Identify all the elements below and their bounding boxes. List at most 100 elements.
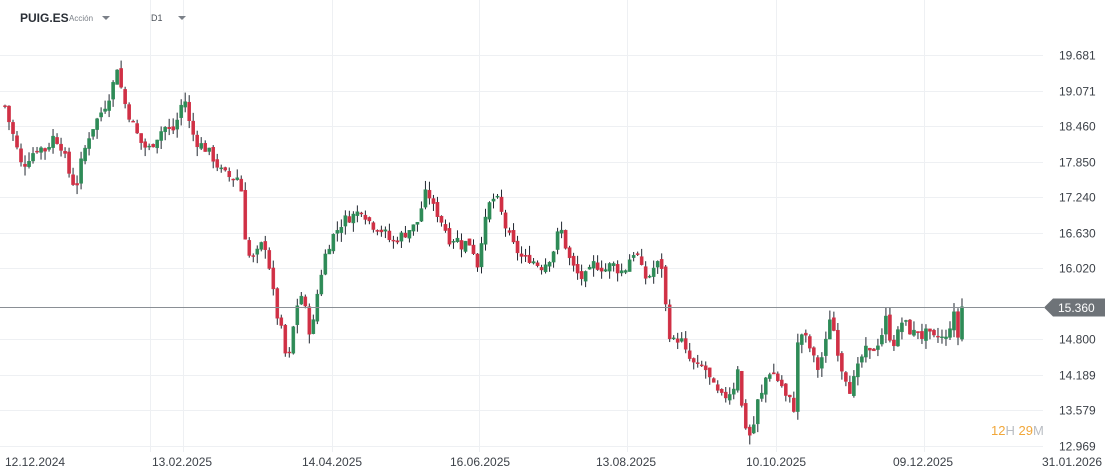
current-price-line: 15.360 [0,298,1105,317]
candle [952,303,956,338]
candle [864,337,868,363]
candle [287,347,292,358]
candle [567,245,572,266]
y-tick-label: 19.681 [1059,49,1096,63]
candle [47,142,51,152]
candle [607,262,612,279]
candle [431,194,436,211]
candle [944,329,948,346]
timeframe-label[interactable]: D1 [151,13,163,23]
candle [239,175,244,192]
candle [375,229,380,236]
candle [311,314,316,335]
candle [323,249,328,276]
candle [307,303,312,344]
x-tick-label: 14.04.2025 [302,455,362,469]
x-tick-label: 31.01.2026 [1042,455,1102,469]
candle [695,354,700,368]
candle [443,219,448,233]
candle [940,329,944,344]
candle [299,292,304,305]
candle [243,182,248,240]
candle [19,143,23,167]
x-tick-label: 09.12.2025 [893,455,953,469]
candle [491,193,496,209]
candle [159,126,163,149]
candle [667,299,672,343]
candle [227,167,232,182]
candle [291,325,296,355]
candle [459,233,464,258]
candle [916,331,920,340]
candle [99,107,103,122]
candle [435,196,440,223]
candle [820,352,824,377]
candle [95,117,99,139]
candle [191,112,195,142]
candle [119,60,123,89]
countdown-minutes-unit: M [1032,423,1044,438]
candle [908,319,912,335]
candle [75,175,79,195]
candle [719,388,724,396]
candle [543,258,548,274]
candle [427,181,432,205]
candle [844,371,848,387]
x-tick-label: 13.02.2025 [152,455,212,469]
candle [747,424,752,445]
candle [659,253,664,278]
candle [631,251,636,262]
candle [808,334,812,353]
grid-lines [0,0,1043,452]
candle [619,263,624,277]
candle [43,147,47,160]
timeframe-dropdown-icon[interactable] [178,16,186,20]
candle [11,119,15,141]
candle [751,416,756,435]
candle [900,317,904,340]
symbol-label[interactable]: PUIG.ES [20,11,69,25]
y-tick-label: 12.969 [1059,440,1096,454]
y-tick-label: 19.071 [1059,85,1096,99]
x-tick-label: 10.10.2025 [746,455,806,469]
candle [816,355,820,378]
x-tick-label: 16.06.2025 [450,455,510,469]
candle [836,322,840,362]
candle [303,294,308,309]
candle [127,102,131,123]
candle [107,94,111,118]
candle [812,346,816,363]
candle [888,307,892,343]
candle [555,227,560,255]
symbol-dropdown-icon[interactable] [102,16,110,20]
candle [731,382,736,400]
candle [87,132,91,156]
candle [743,399,748,430]
candle [776,371,780,383]
candle [860,354,864,368]
candle [784,383,788,402]
candle [932,328,936,338]
candle [423,180,428,210]
candle [912,321,916,337]
candle [635,251,640,257]
candle [331,233,336,254]
candle [603,263,608,273]
candle [655,260,660,274]
candle [255,245,260,264]
candle [403,225,408,238]
candle [539,264,544,275]
candle-countdown: 12H 29M [991,423,1044,438]
candle [571,252,576,272]
candle [755,398,760,433]
candle [63,147,67,159]
candle [559,221,564,239]
candle [615,260,620,282]
candle [371,221,376,233]
candle [319,269,324,297]
candle [235,169,240,181]
candle [583,270,588,288]
candle [495,193,500,199]
candle [39,146,43,160]
